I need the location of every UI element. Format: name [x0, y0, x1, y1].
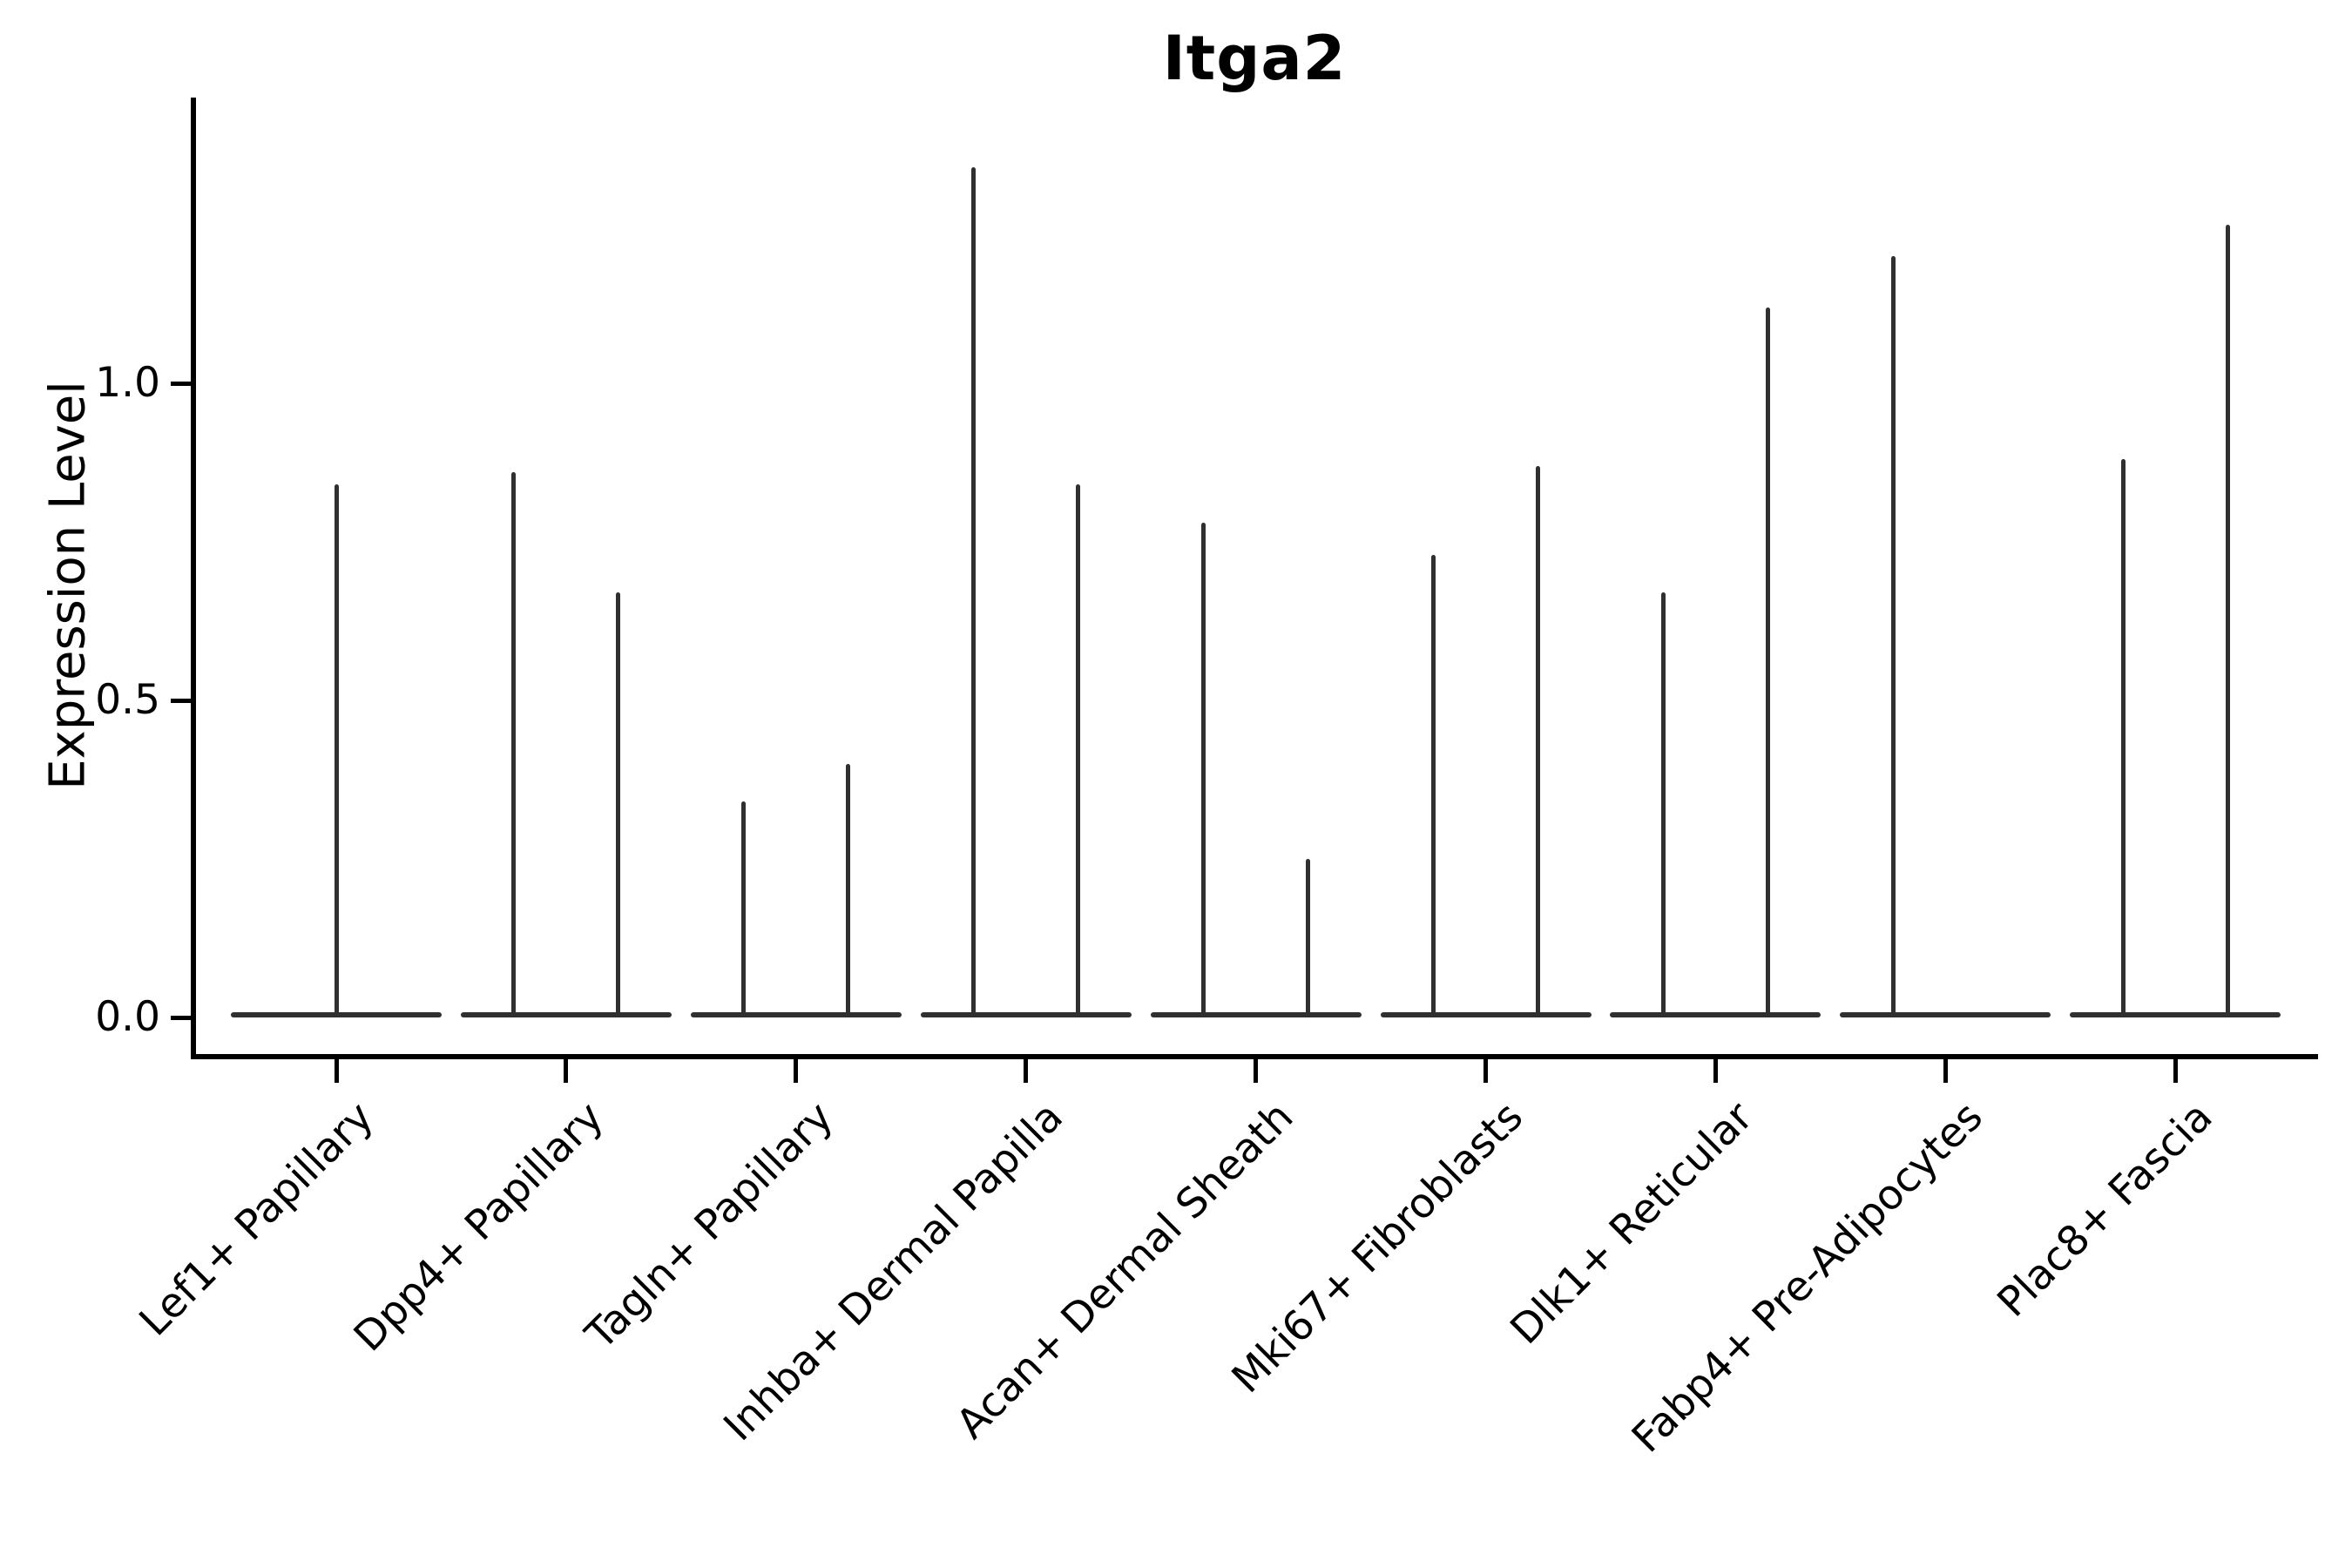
- violin-spike: [2120, 459, 2126, 1015]
- violin-spike: [511, 471, 517, 1015]
- x-tick-label: Lef1+ Papillary: [130, 1092, 383, 1346]
- x-tick-label: Plac8+ Fascia: [1988, 1092, 2222, 1327]
- x-tick-label: Tagln+ Papillary: [577, 1092, 843, 1359]
- violin-baseline: [690, 1012, 902, 1017]
- violin-baseline: [1150, 1012, 1362, 1017]
- violin-spike: [1890, 256, 1896, 1015]
- x-tick-mark: [1024, 1057, 1029, 1083]
- violin-baseline: [1840, 1012, 2051, 1017]
- violin-baseline: [231, 1012, 442, 1017]
- violin-spike: [1076, 484, 1081, 1015]
- violin-baseline: [920, 1012, 1132, 1017]
- violin-spike: [2225, 225, 2230, 1015]
- x-tick-mark: [334, 1057, 339, 1083]
- x-tick-mark: [2173, 1057, 2178, 1083]
- violin-spike: [1431, 554, 1436, 1015]
- x-tick-mark: [564, 1057, 569, 1083]
- y-tick-mark: [171, 381, 192, 386]
- x-tick-mark: [1943, 1057, 1948, 1083]
- violin-spike: [616, 592, 621, 1015]
- violin-baseline: [1380, 1012, 1592, 1017]
- chart-title: Itga2: [1162, 23, 1347, 94]
- x-tick-mark: [794, 1057, 799, 1083]
- violin-spike: [846, 763, 851, 1015]
- violin-spike: [1536, 465, 1540, 1015]
- violin-spike: [741, 801, 747, 1015]
- violin-spike: [334, 484, 339, 1015]
- violin-baseline: [1610, 1012, 1821, 1017]
- violin-baseline: [2070, 1012, 2281, 1017]
- y-tick-mark: [171, 698, 192, 703]
- y-tick-mark: [171, 1015, 192, 1020]
- y-axis-label-text: Expression Level: [39, 381, 97, 790]
- violin-spike: [1660, 592, 1666, 1015]
- y-tick-label: 0.5: [95, 676, 160, 724]
- x-tick-label: Dlk1+ Reticular: [1501, 1092, 1762, 1355]
- violin-spike: [1765, 307, 1770, 1015]
- violin-spike: [1306, 859, 1311, 1015]
- x-tick-mark: [1713, 1057, 1718, 1083]
- y-tick-label: 0.0: [95, 993, 160, 1041]
- x-tick-mark: [1484, 1057, 1488, 1083]
- x-tick-label: Dpp4+ Papillary: [344, 1092, 613, 1362]
- violin-spike: [1201, 523, 1206, 1015]
- y-axis-spine: [191, 98, 196, 1059]
- y-tick-label: 1.0: [95, 359, 160, 407]
- x-tick-mark: [1254, 1057, 1259, 1083]
- violin-spike: [971, 167, 977, 1015]
- violin-baseline: [460, 1012, 672, 1017]
